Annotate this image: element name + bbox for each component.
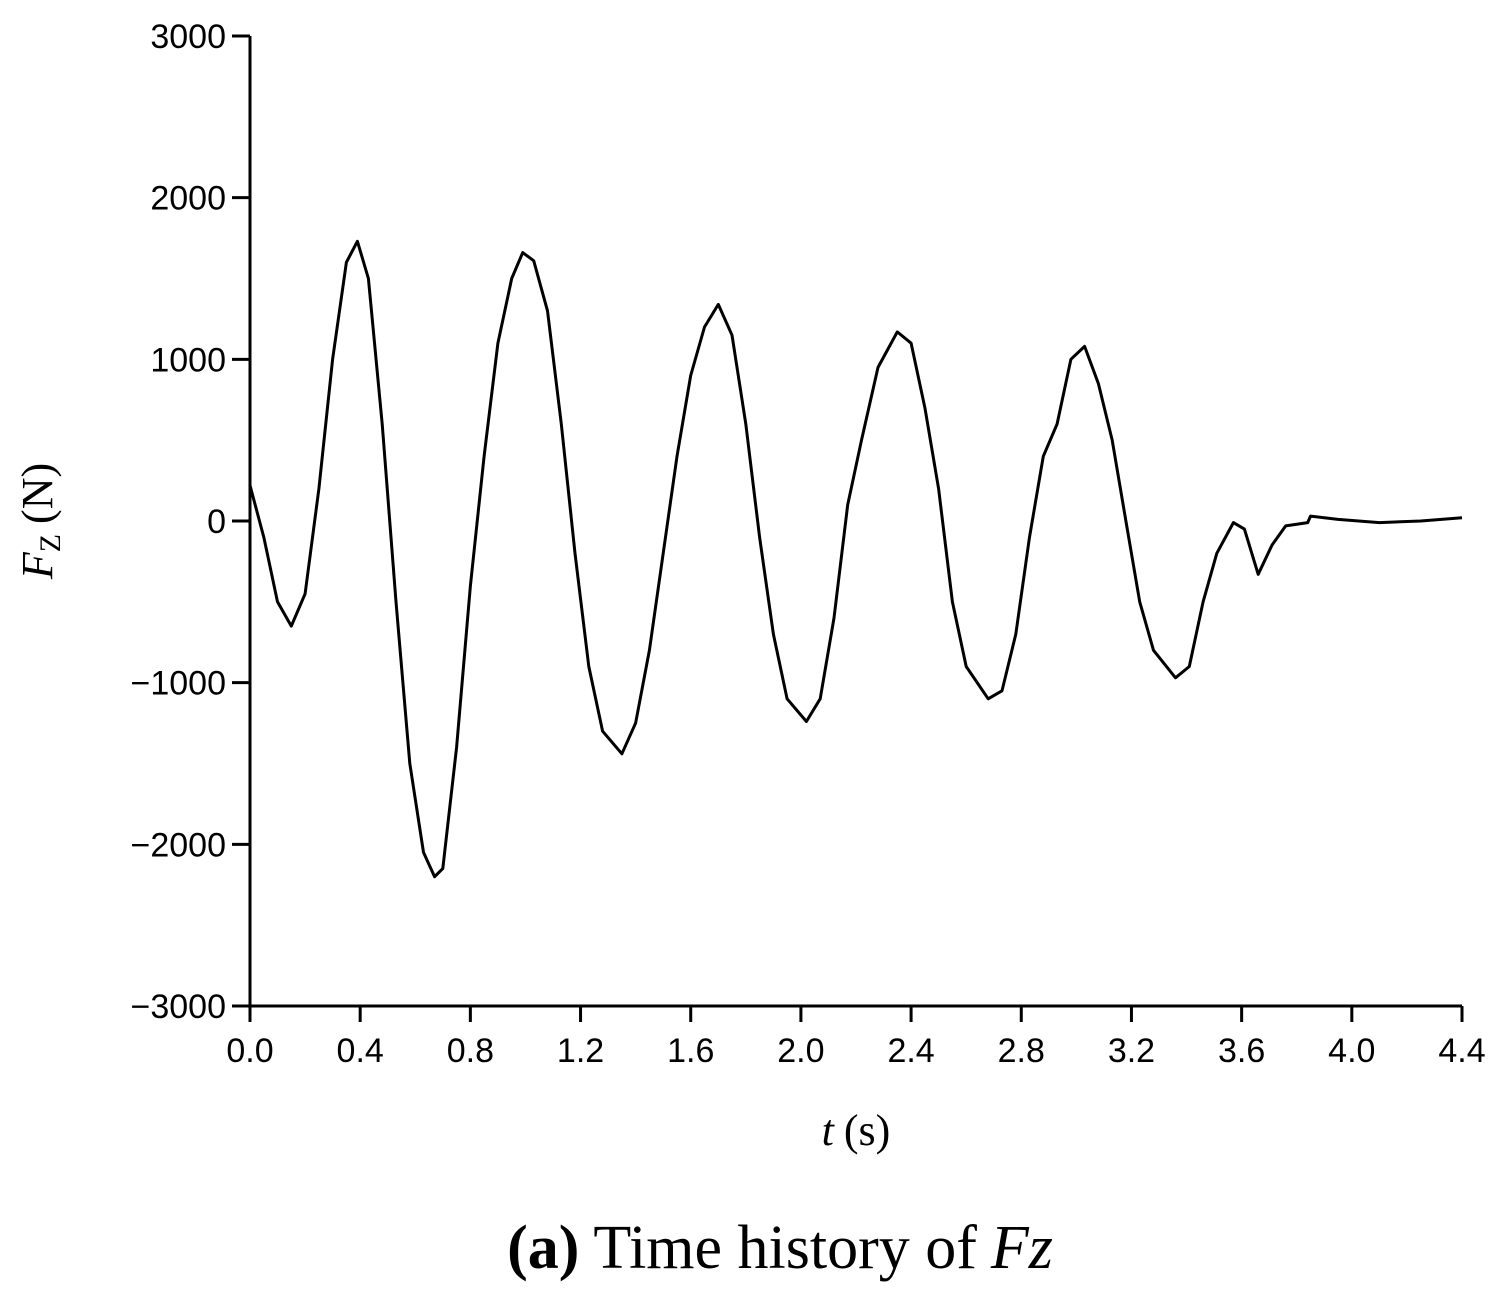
x-tick-label: 3.2: [1108, 1032, 1155, 1070]
x-tick-label: 0.4: [337, 1032, 384, 1070]
x-tick-label: 4.4: [1438, 1032, 1485, 1070]
y-tick-label: 3000: [150, 18, 226, 56]
y-label-unit: (N): [13, 463, 62, 524]
x-tick-label: 1.6: [667, 1032, 714, 1070]
x-tick-label: 3.6: [1218, 1032, 1265, 1070]
y-tick-label: −2000: [131, 826, 227, 864]
x-axis-label: t (s): [822, 1106, 891, 1155]
x-tick-label: 0.8: [447, 1032, 494, 1070]
y-tick-label: −3000: [131, 988, 227, 1026]
y-tick-label: 1000: [150, 341, 226, 379]
y-tick-label: −1000: [131, 665, 227, 703]
caption-symbol: Fz: [990, 1214, 1053, 1282]
y-tick-label: 2000: [150, 180, 226, 218]
x-tick-label: 2.8: [998, 1032, 1045, 1070]
x-label-symbol: t: [822, 1106, 836, 1155]
x-tick-label: 4.0: [1328, 1032, 1375, 1070]
y-axis-label: FZ (N): [13, 463, 67, 580]
x-label-unit: (s): [844, 1106, 890, 1155]
caption-text: Time history of: [593, 1214, 977, 1282]
y-label-subscript: Z: [34, 534, 67, 552]
caption-panel: (a): [507, 1214, 579, 1282]
x-tick-label: 1.2: [557, 1032, 604, 1070]
x-tick-label: 2.4: [887, 1032, 934, 1070]
caption: (a) Time history of Fz: [507, 1214, 1053, 1282]
x-tick-label: 2.0: [777, 1032, 824, 1070]
y-tick-label: 0: [207, 503, 226, 541]
data-line: [248, 239, 1463, 879]
x-tick-label: 0.0: [226, 1032, 273, 1070]
y-label-symbol: F: [13, 551, 62, 580]
